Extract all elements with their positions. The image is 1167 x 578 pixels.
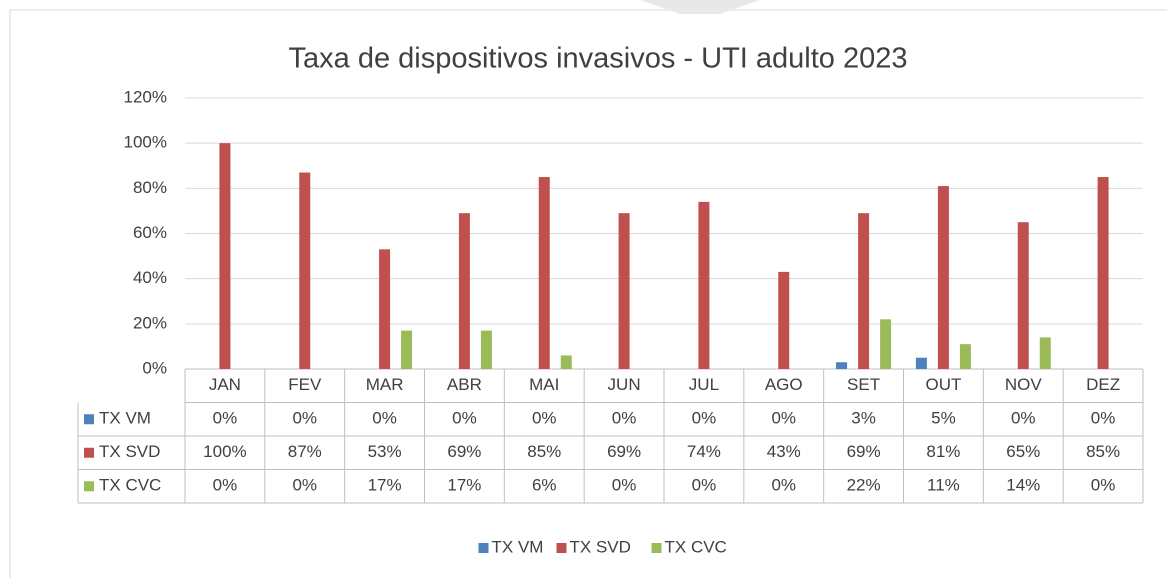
x-tick-label: SET	[847, 375, 880, 394]
bar	[836, 362, 848, 369]
bar	[1097, 177, 1109, 369]
table-cell: 74%	[687, 442, 721, 461]
table-legend-key	[84, 414, 94, 425]
table-cell: 0%	[692, 409, 717, 428]
legend-key	[651, 543, 662, 553]
table-cell: 0%	[692, 476, 717, 495]
x-tick-label: MAR	[366, 375, 404, 394]
table-cell: 65%	[1006, 442, 1040, 461]
table-cell: 100%	[203, 442, 246, 461]
bar	[858, 213, 870, 369]
table-cell: 0%	[771, 409, 796, 428]
table-cell: 14%	[1006, 476, 1040, 495]
x-tick-label: JAN	[209, 375, 241, 394]
bar	[1017, 222, 1029, 369]
legend-key	[478, 543, 489, 553]
table-cell: 22%	[847, 476, 881, 495]
table-cell: 0%	[771, 476, 796, 495]
x-tick-label: AGO	[765, 375, 803, 394]
y-tick-label: 20%	[133, 313, 167, 332]
y-tick-label: 0%	[142, 358, 167, 377]
table-cell: 17%	[447, 476, 481, 495]
chart-title: Taxa de dispositivos invasivos - UTI adu…	[289, 43, 908, 75]
table-cell: 0%	[1091, 409, 1116, 428]
x-tick-label: NOV	[1005, 375, 1043, 394]
y-tick-label: 100%	[124, 133, 167, 152]
y-tick-label: 60%	[133, 223, 167, 242]
y-tick-label: 80%	[133, 178, 167, 197]
table-cell: 6%	[532, 476, 557, 495]
y-tick-label: 40%	[133, 268, 167, 287]
table-cell: 0%	[452, 409, 477, 428]
table-legend-key	[84, 447, 94, 458]
legend-label: TX SVD	[570, 537, 631, 556]
bar	[401, 330, 413, 369]
table-cell: 0%	[612, 476, 637, 495]
table-cell: 69%	[447, 442, 481, 461]
table-cell: 69%	[607, 442, 641, 461]
chart-frame	[9, 9, 1167, 578]
table-row-label: TX SVD	[99, 442, 160, 461]
legend-label: TX VM	[492, 537, 544, 556]
bar	[937, 186, 949, 369]
legend-label: TX CVC	[665, 537, 727, 556]
legend-key	[556, 543, 567, 553]
bar	[959, 344, 971, 369]
table-cell: 43%	[767, 442, 801, 461]
bar	[219, 143, 231, 369]
table-cell: 53%	[368, 442, 402, 461]
bar	[698, 201, 710, 369]
table-cell: 5%	[931, 409, 956, 428]
x-tick-label: MAI	[529, 375, 559, 394]
table-cell: 0%	[532, 409, 557, 428]
bar	[1039, 337, 1051, 369]
y-tick-label: 120%	[124, 87, 167, 106]
table-cell: 0%	[1011, 409, 1036, 428]
bar	[379, 249, 391, 369]
bar	[299, 172, 311, 369]
table-cell: 0%	[213, 409, 238, 428]
top-tab	[640, 0, 760, 14]
table-cell: 69%	[847, 442, 881, 461]
table-row-label: TX CVC	[99, 476, 161, 495]
table-cell: 17%	[368, 476, 402, 495]
x-tick-label: OUT	[925, 375, 961, 394]
table-cell: 3%	[851, 409, 876, 428]
table-cell: 85%	[1086, 442, 1120, 461]
table-cell: 0%	[213, 476, 238, 495]
bar	[538, 177, 550, 369]
x-tick-label: FEV	[288, 375, 322, 394]
table-cell: 87%	[288, 442, 322, 461]
x-tick-label: DEZ	[1086, 375, 1120, 394]
table-cell: 81%	[926, 442, 960, 461]
x-tick-label: ABR	[447, 375, 482, 394]
bar	[778, 271, 790, 369]
bar	[618, 213, 630, 369]
x-tick-label: JUN	[608, 375, 641, 394]
table-legend-key	[84, 481, 94, 492]
table-cell: 0%	[372, 409, 397, 428]
table-row-label: TX VM	[99, 409, 151, 428]
table-cell: 85%	[527, 442, 561, 461]
bar	[480, 330, 492, 369]
table-cell: 0%	[1091, 476, 1116, 495]
table-cell: 0%	[292, 476, 317, 495]
bar	[458, 213, 470, 369]
bar	[560, 355, 572, 369]
table-cell: 11%	[927, 476, 960, 495]
table-cell: 0%	[612, 409, 637, 428]
bar	[880, 319, 892, 369]
x-tick-label: JUL	[689, 375, 719, 394]
table-cell: 0%	[292, 409, 317, 428]
bar	[915, 357, 927, 369]
